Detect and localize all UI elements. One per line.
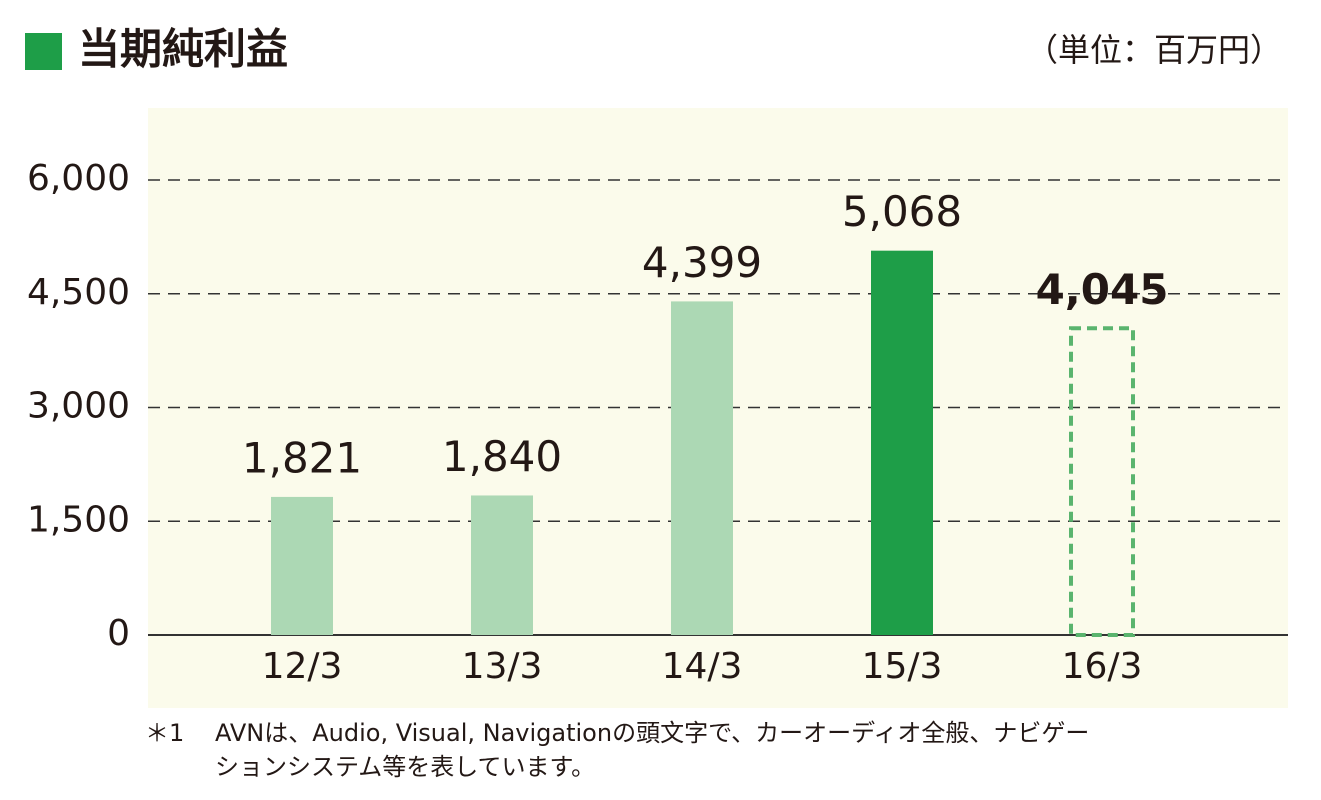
x-tick-label: 13/3 [462, 646, 543, 687]
footnote-text: AVNは、Audio, Visual, Navigationの頭文字で、カーオー… [215, 719, 1089, 747]
y-tick-label: 1,500 [27, 499, 130, 540]
value-label: 5,068 [842, 187, 962, 236]
value-label: 1,840 [442, 432, 562, 481]
chart-title: 当期純利益 [78, 25, 288, 74]
bar [271, 496, 333, 635]
title-icon [25, 33, 62, 70]
x-tick-label: 15/3 [862, 646, 943, 687]
bar [1069, 326, 1135, 637]
value-label: 1,821 [242, 433, 362, 482]
y-tick-label: 6,000 [27, 158, 130, 199]
unit-label: （単位：百万円） [1026, 31, 1282, 69]
x-tick-label: 16/3 [1062, 646, 1143, 687]
value-label: 4,399 [642, 238, 762, 287]
y-tick-label: 0 [107, 613, 130, 654]
value-label: 4,045 [1036, 265, 1169, 314]
bar [671, 301, 733, 635]
x-tick-label: 14/3 [662, 646, 743, 687]
bar [471, 495, 533, 635]
x-tick-label: 12/3 [262, 646, 343, 687]
y-tick-label: 3,000 [27, 386, 130, 427]
footnote-text: ションシステム等を表しています。 [215, 753, 595, 781]
bar [871, 250, 933, 635]
y-tick-label: 4,500 [27, 272, 130, 313]
footnote-marker: ＊1 [145, 719, 184, 747]
